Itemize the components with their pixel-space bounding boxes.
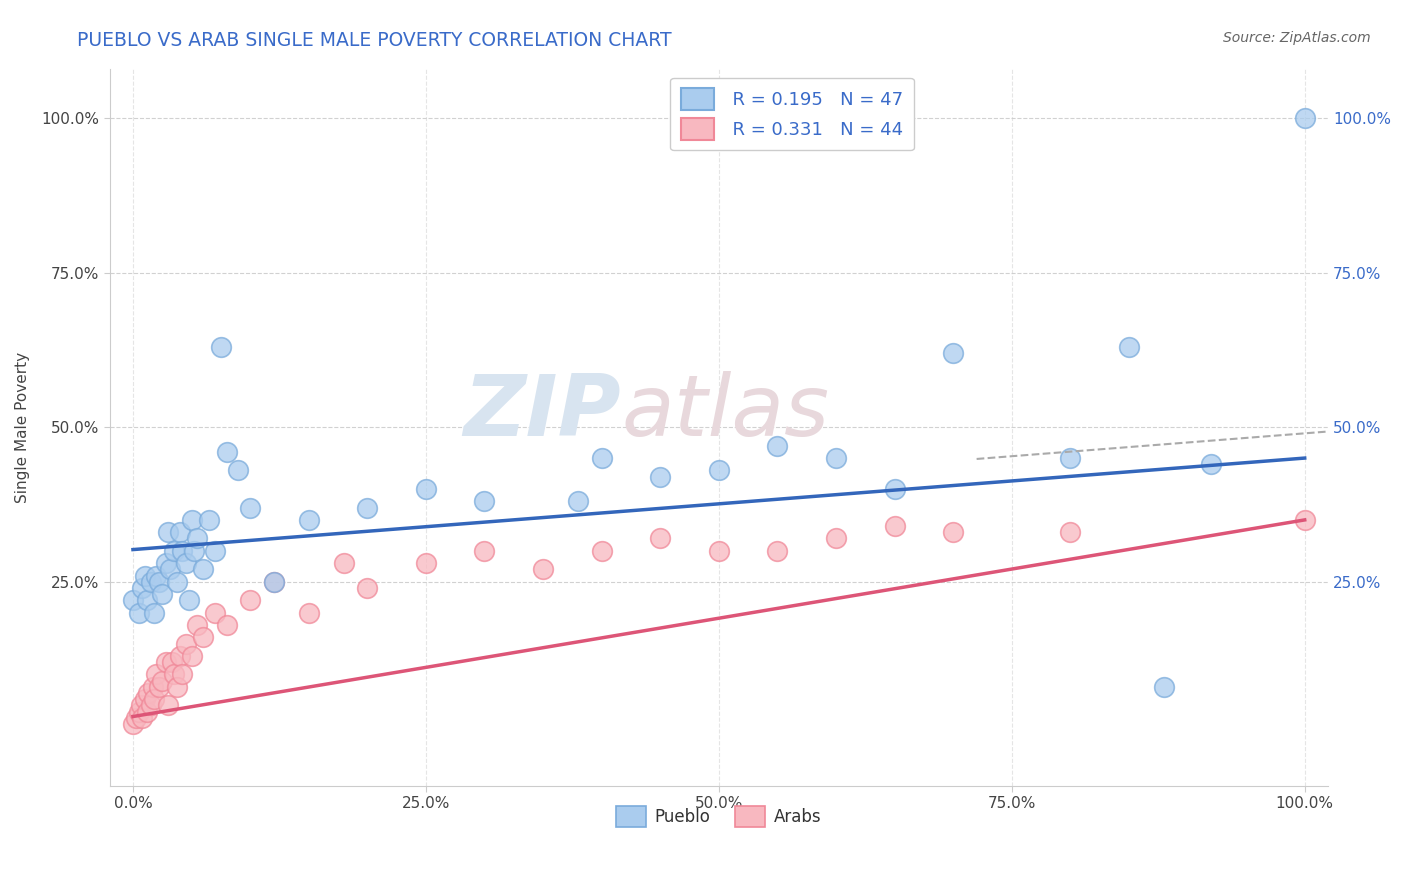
Point	[139, 698, 162, 713]
Point	[172, 544, 194, 558]
Point	[180, 513, 202, 527]
Point	[128, 606, 150, 620]
Point	[122, 593, 145, 607]
Point	[131, 581, 153, 595]
Point	[157, 698, 180, 713]
Point	[883, 482, 905, 496]
Point	[883, 519, 905, 533]
Point	[825, 532, 848, 546]
Point	[707, 544, 730, 558]
Point	[531, 562, 554, 576]
Point	[169, 525, 191, 540]
Point	[145, 568, 167, 582]
Point	[183, 544, 205, 558]
Point	[145, 667, 167, 681]
Point	[160, 655, 183, 669]
Point	[136, 686, 159, 700]
Point	[136, 705, 159, 719]
Point	[825, 451, 848, 466]
Point	[198, 513, 221, 527]
Point	[129, 698, 152, 713]
Y-axis label: Single Male Poverty: Single Male Poverty	[15, 351, 30, 503]
Point	[148, 574, 170, 589]
Point	[263, 574, 285, 589]
Point	[179, 593, 201, 607]
Point	[204, 606, 226, 620]
Point	[155, 655, 177, 669]
Point	[356, 500, 378, 515]
Point	[174, 556, 197, 570]
Point	[148, 680, 170, 694]
Point	[215, 445, 238, 459]
Point	[193, 631, 215, 645]
Point	[134, 568, 156, 582]
Point	[650, 532, 672, 546]
Point	[591, 544, 613, 558]
Point	[186, 618, 208, 632]
Point	[172, 667, 194, 681]
Point	[263, 574, 285, 589]
Point	[163, 544, 186, 558]
Point	[193, 562, 215, 576]
Point	[415, 482, 437, 496]
Point	[159, 562, 181, 576]
Point	[942, 525, 965, 540]
Point	[298, 513, 321, 527]
Point	[1294, 513, 1316, 527]
Point	[134, 692, 156, 706]
Point	[333, 556, 356, 570]
Point	[143, 606, 166, 620]
Point	[174, 636, 197, 650]
Legend: Pueblo, Arabs: Pueblo, Arabs	[607, 797, 830, 835]
Point	[415, 556, 437, 570]
Point	[567, 494, 589, 508]
Point	[209, 340, 232, 354]
Point	[169, 648, 191, 663]
Point	[298, 606, 321, 620]
Text: atlas: atlas	[621, 371, 830, 454]
Point	[163, 667, 186, 681]
Point	[166, 680, 188, 694]
Point	[474, 494, 496, 508]
Text: PUEBLO VS ARAB SINGLE MALE POVERTY CORRELATION CHART: PUEBLO VS ARAB SINGLE MALE POVERTY CORRE…	[77, 31, 672, 50]
Point	[157, 525, 180, 540]
Point	[474, 544, 496, 558]
Point	[166, 574, 188, 589]
Point	[186, 532, 208, 546]
Text: ZIP: ZIP	[464, 371, 621, 454]
Point	[1294, 111, 1316, 125]
Point	[155, 556, 177, 570]
Point	[204, 544, 226, 558]
Point	[125, 711, 148, 725]
Point	[128, 705, 150, 719]
Point	[1199, 457, 1222, 471]
Point	[131, 711, 153, 725]
Text: Source: ZipAtlas.com: Source: ZipAtlas.com	[1223, 31, 1371, 45]
Point	[143, 692, 166, 706]
Point	[1118, 340, 1140, 354]
Point	[180, 648, 202, 663]
Point	[136, 593, 159, 607]
Point	[650, 469, 672, 483]
Point	[766, 439, 789, 453]
Point	[1059, 451, 1081, 466]
Point	[766, 544, 789, 558]
Point	[150, 673, 173, 688]
Point	[942, 346, 965, 360]
Point	[215, 618, 238, 632]
Point	[142, 680, 165, 694]
Point	[139, 574, 162, 589]
Point	[228, 463, 250, 477]
Point	[591, 451, 613, 466]
Point	[122, 717, 145, 731]
Point	[356, 581, 378, 595]
Point	[707, 463, 730, 477]
Point	[150, 587, 173, 601]
Point	[239, 500, 262, 515]
Point	[239, 593, 262, 607]
Point	[1153, 680, 1175, 694]
Point	[1059, 525, 1081, 540]
